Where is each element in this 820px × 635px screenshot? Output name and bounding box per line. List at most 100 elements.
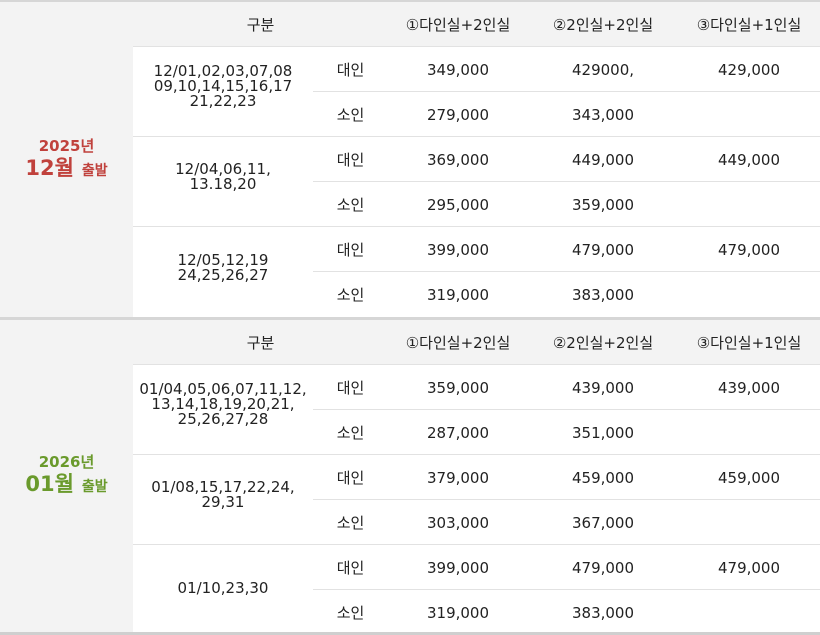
pax-type: 대인 bbox=[336, 379, 365, 397]
section-departure: 출발 bbox=[81, 163, 108, 179]
price-cell: 359,000 bbox=[571, 195, 635, 214]
table-row: 대인 349,000 429000, 429,000 bbox=[133, 47, 820, 92]
pax-type: 소인 bbox=[336, 424, 365, 442]
pax-type: 소인 bbox=[336, 604, 365, 622]
price-section-2025-12: 2025년 12월 출발 구분 ①다인실+2인실 ②2인실+2인실 ③다인실+1… bbox=[0, 0, 820, 319]
table-row: 대인 359,000 439,000 439,000 bbox=[133, 365, 820, 410]
header-col1: ①다인실+2인실 bbox=[405, 334, 511, 352]
price-cell: 399,000 bbox=[426, 240, 490, 259]
date-line: 12/04,06,11, bbox=[175, 159, 271, 178]
table-header-row: 구분 ①다인실+2인실 ②2인실+2인실 ③다인실+1인실 bbox=[133, 2, 820, 47]
pax-type: 소인 bbox=[336, 514, 365, 532]
section-year: 2025년 bbox=[38, 137, 95, 155]
price-cell: 349,000 bbox=[426, 60, 490, 79]
price-cell: 369,000 bbox=[426, 150, 490, 169]
price-cell: 399,000 bbox=[426, 558, 490, 577]
price-cell: 479,000 bbox=[571, 240, 635, 259]
header-col1: ①다인실+2인실 bbox=[405, 16, 511, 34]
table-row: 대인 399,000 479,000 479,000 bbox=[133, 227, 820, 272]
price-cell: 429000, bbox=[571, 60, 635, 79]
header-gubun: 구분 bbox=[246, 334, 275, 352]
section-label: 2025년 12월 출발 bbox=[0, 2, 133, 319]
departure-dates: 12/01,02,03,07,08 09,10,14,15,16,17 21,2… bbox=[133, 47, 313, 136]
table-row: 소인 303,000 367,000 bbox=[133, 500, 820, 545]
price-cell: 359,000 bbox=[426, 378, 490, 397]
section-month: 12월 bbox=[25, 156, 74, 180]
pax-type: 대인 bbox=[336, 469, 365, 487]
table-row: 소인 287,000 351,000 bbox=[133, 410, 820, 455]
pax-type: 대인 bbox=[336, 241, 365, 259]
date-line: 13.18,20 bbox=[189, 174, 257, 193]
price-cell: 379,000 bbox=[426, 468, 490, 487]
price-cell: 319,000 bbox=[426, 603, 490, 622]
date-line: 12/01,02,03,07,08 bbox=[153, 62, 293, 80]
departure-dates: 01/04,05,06,07,11,12, 13,14,18,19,20,21,… bbox=[133, 365, 313, 454]
pax-type: 대인 bbox=[336, 151, 365, 169]
departure-dates: 01/08,15,17,22,24, 29,31 bbox=[133, 455, 313, 544]
price-cell: 287,000 bbox=[426, 423, 490, 442]
date-line: 01/08,15,17,22,24, bbox=[151, 477, 295, 496]
price-cell: 319,000 bbox=[426, 285, 490, 304]
price-cell bbox=[678, 92, 820, 137]
date-line: 21,22,23 bbox=[189, 92, 257, 110]
pax-type: 소인 bbox=[336, 286, 365, 304]
departure-dates: 01/10,23,30 bbox=[133, 545, 313, 631]
date-line: 09,10,14,15,16,17 bbox=[153, 77, 293, 95]
price-cell: 303,000 bbox=[426, 513, 490, 532]
price-section-2026-01: 2026년 01월 출발 구분 ①다인실+2인실 ②2인실+2인실 ③다인실+1… bbox=[0, 317, 820, 635]
price-cell bbox=[678, 182, 820, 227]
price-cell: 351,000 bbox=[571, 423, 635, 442]
date-line: 01/04,05,06,07,11,12, bbox=[139, 380, 307, 398]
table-row: 소인 295,000 359,000 bbox=[133, 182, 820, 227]
price-cell: 479,000 bbox=[717, 558, 781, 577]
section-departure: 출발 bbox=[81, 478, 108, 495]
price-cell: 343,000 bbox=[571, 105, 635, 124]
section-label: 2026년 01월 출발 bbox=[0, 320, 133, 632]
price-cell: 459,000 bbox=[717, 468, 781, 487]
price-cell: 479,000 bbox=[717, 240, 781, 259]
date-line: 12/05,12,19 bbox=[177, 251, 269, 269]
table-row: 소인 319,000 383,000 bbox=[133, 272, 820, 317]
date-line: 01/10,23,30 bbox=[177, 578, 269, 597]
departure-dates: 12/05,12,19 24,25,26,27 bbox=[133, 227, 313, 317]
header-col2: ②2인실+2인실 bbox=[552, 334, 654, 352]
table-row: 소인 279,000 343,000 bbox=[133, 92, 820, 137]
price-table: 구분 ①다인실+2인실 ②2인실+2인실 ③다인실+1인실 대인 349,000… bbox=[133, 2, 820, 319]
header-col3: ③다인실+1인실 bbox=[696, 16, 802, 34]
price-cell bbox=[678, 272, 820, 317]
date-line: 25,26,27,28 bbox=[177, 410, 269, 428]
date-line: 24,25,26,27 bbox=[177, 266, 269, 284]
price-cell: 429,000 bbox=[717, 60, 781, 79]
table-row: 소인 319,000 383,000 bbox=[133, 590, 820, 635]
date-line: 13,14,18,19,20,21, bbox=[151, 395, 295, 413]
table-row: 대인 369,000 449,000 449,000 bbox=[133, 137, 820, 182]
header-col3: ③다인실+1인실 bbox=[696, 334, 802, 352]
table-row: 대인 399,000 479,000 479,000 bbox=[133, 545, 820, 590]
price-table: 구분 ①다인실+2인실 ②2인실+2인실 ③다인실+1인실 대인 359,000… bbox=[133, 320, 820, 632]
price-cell: 449,000 bbox=[717, 150, 781, 169]
pax-type: 대인 bbox=[336, 61, 365, 79]
price-cell: 367,000 bbox=[571, 513, 635, 532]
date-line: 29,31 bbox=[201, 492, 245, 511]
table-row: 대인 379,000 459,000 459,000 bbox=[133, 455, 820, 500]
header-col2: ②2인실+2인실 bbox=[552, 16, 654, 34]
price-cell bbox=[678, 500, 820, 545]
price-cell: 295,000 bbox=[426, 195, 490, 214]
price-cell: 449,000 bbox=[571, 150, 635, 169]
pax-type: 소인 bbox=[336, 196, 365, 214]
price-cell: 439,000 bbox=[571, 378, 635, 397]
price-cell bbox=[678, 410, 820, 455]
pax-type: 소인 bbox=[336, 106, 365, 124]
pax-type: 대인 bbox=[336, 559, 365, 577]
section-month: 01월 bbox=[25, 471, 74, 496]
price-cell: 279,000 bbox=[426, 105, 490, 124]
price-cell: 383,000 bbox=[571, 285, 635, 304]
price-cell bbox=[678, 590, 820, 635]
header-gubun: 구분 bbox=[246, 16, 275, 34]
section-year: 2026년 bbox=[38, 452, 95, 471]
price-cell: 383,000 bbox=[571, 603, 635, 622]
table-header-row: 구분 ①다인실+2인실 ②2인실+2인실 ③다인실+1인실 bbox=[133, 320, 820, 365]
departure-dates: 12/04,06,11, 13.18,20 bbox=[133, 137, 313, 226]
price-cell: 459,000 bbox=[571, 468, 635, 487]
price-cell: 479,000 bbox=[571, 558, 635, 577]
